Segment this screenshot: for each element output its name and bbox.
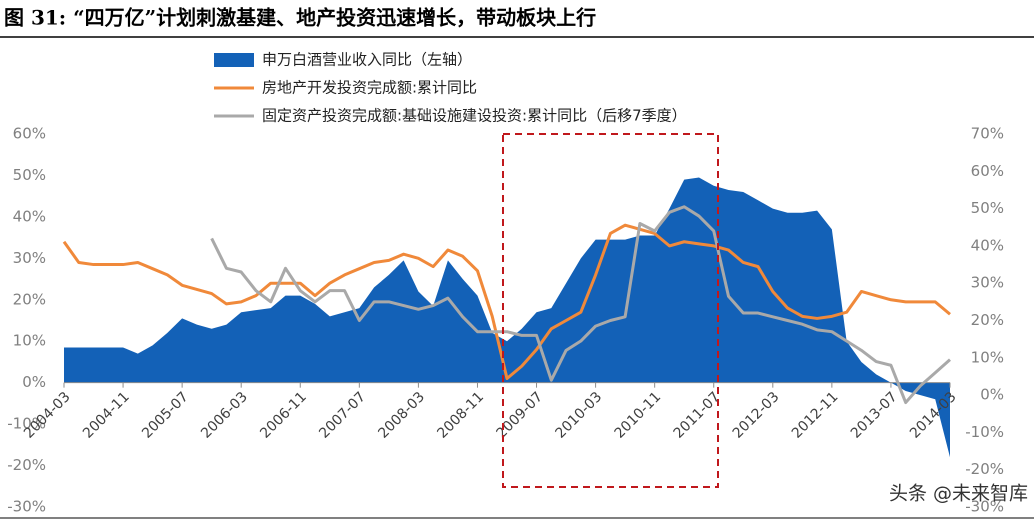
x-tick-label: 2005-07 <box>139 389 192 442</box>
legend-swatch <box>214 53 254 67</box>
legend-label: 申万白酒营业收入同比（左轴） <box>262 51 472 69</box>
y-tick-label: 60% <box>13 125 46 143</box>
line <box>210 205 951 405</box>
y2-tick-label: 20% <box>971 311 1004 329</box>
y-tick-label: 40% <box>13 207 46 225</box>
y2-tick-label: -10% <box>965 423 1004 441</box>
y2-tick-label: -20% <box>965 460 1004 478</box>
y-tick-label: 50% <box>13 166 46 184</box>
highlight-box <box>502 133 719 488</box>
x-tick-label: 2006-11 <box>257 389 310 442</box>
y2-tick-label: 0% <box>980 386 1004 404</box>
x-tick-label: 2008-11 <box>434 389 487 442</box>
y-tick-label: 10% <box>13 332 46 350</box>
y2-tick-label: 50% <box>971 199 1004 217</box>
x-tick-label: 2009-07 <box>494 389 547 442</box>
legend-label: 固定资产投资完成额:基础设施建设投资:累计同比（后移7季度） <box>262 107 687 125</box>
x-tick-label: 2011-07 <box>671 389 724 442</box>
y-tick-label: -30% <box>7 498 46 516</box>
x-tick-label: 2007-07 <box>316 389 369 442</box>
plot: -30% -20% -10% 0% 10% 20% 30% 40% 50% 60% -30% -20%… <box>7 51 1004 516</box>
y2-tick-label: 70% <box>971 125 1004 143</box>
x-tick-label: 2010-11 <box>612 389 665 442</box>
y2-tick-label: 60% <box>971 162 1004 180</box>
x-tick-label: 2006-03 <box>198 389 251 442</box>
x-tick-label: 2010-03 <box>553 389 606 442</box>
y-tick-label: -20% <box>7 456 46 474</box>
x-tick-label: 2013-07 <box>848 389 901 442</box>
y-tick-label: 20% <box>13 290 46 308</box>
y2-tick-label: 10% <box>971 348 1004 366</box>
watermark: 头条 @未来智库 <box>889 483 1028 505</box>
y2-tick-label: 40% <box>971 236 1004 254</box>
y2-tick-label: 30% <box>971 274 1004 292</box>
y-tick-label: 0% <box>22 373 46 391</box>
x-tick-label: 2004-11 <box>80 389 133 442</box>
chart-title: 图 31: “四万亿”计划刺激基建、地产投资迅速增长，带动板块上行 <box>4 6 596 30</box>
legend-label: 房地产开发投资完成额:累计同比 <box>262 79 477 97</box>
x-tick-label: 2012-03 <box>730 389 783 442</box>
y-tick-label: -10% <box>7 415 46 433</box>
line <box>62 223 951 381</box>
x-tick-label: 2012-11 <box>789 389 842 442</box>
y2-tick-label: -30% <box>965 498 1004 516</box>
y-tick-label: 30% <box>13 249 46 267</box>
area <box>64 177 950 458</box>
x-tick-label: 2008-03 <box>375 389 428 442</box>
